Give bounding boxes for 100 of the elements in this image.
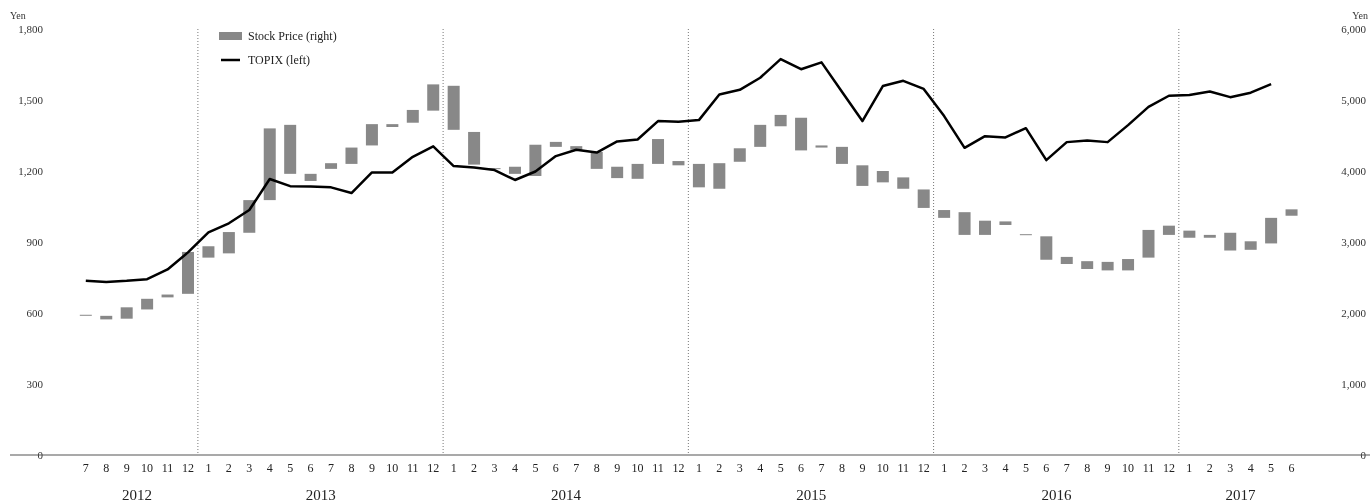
y-tick-label: 1,200	[18, 165, 44, 177]
x-tick-label: 5	[287, 461, 294, 475]
bar	[774, 114, 787, 127]
bar	[856, 165, 869, 186]
y2-tick-label: 6,000	[1341, 23, 1367, 35]
text: 2012	[121, 487, 152, 503]
line-series	[84, 57, 1273, 284]
x-tick-label: 9	[368, 461, 375, 475]
x-tick-label: 12	[672, 461, 685, 475]
bar	[386, 124, 399, 127]
x-tick-label: 6	[307, 461, 314, 475]
bar	[876, 171, 889, 183]
x-tick-label: 4	[757, 461, 764, 475]
bar	[141, 298, 154, 310]
x-tick-label: 10	[141, 461, 154, 475]
bar	[447, 85, 460, 130]
bar	[365, 124, 378, 146]
bar	[672, 161, 685, 166]
y-tick-label: 300	[26, 378, 44, 390]
x-tick-label: 1	[941, 461, 948, 475]
x-tick-label: 4	[1002, 461, 1009, 475]
x-tick-label: 11	[407, 461, 419, 475]
x-tick-label: 6	[1288, 461, 1295, 475]
bar	[1142, 229, 1155, 258]
x-tick-label: 8	[593, 461, 600, 475]
text: 2013	[305, 487, 336, 503]
x-tick-label: 5	[1022, 461, 1029, 475]
bar	[1101, 261, 1114, 271]
bar	[202, 246, 215, 258]
bar	[325, 163, 338, 169]
x-tick-label: 5	[777, 461, 784, 475]
text: 2015	[796, 487, 827, 503]
bar	[713, 163, 726, 189]
x-tick-label: 7	[82, 461, 89, 475]
bar	[304, 173, 317, 181]
bar	[897, 177, 910, 189]
y2-tick-label: 2,000	[1341, 307, 1367, 319]
bar	[958, 212, 971, 235]
x-tick-label: 7	[818, 461, 825, 475]
x-tick-label: 11	[897, 461, 910, 475]
bar	[427, 84, 440, 111]
x-tick-label: 8	[1084, 461, 1091, 475]
bar	[692, 163, 705, 188]
bar	[1265, 217, 1278, 244]
y2-tick-label: 5,000	[1341, 94, 1367, 106]
bar	[590, 151, 603, 169]
y-tick-label: 1,800	[18, 23, 44, 35]
y-tick-label: 1,500	[18, 94, 44, 106]
x-tick-label: 10	[631, 461, 644, 475]
x-tick-label: 8	[348, 461, 355, 475]
bar	[1244, 241, 1257, 250]
bar	[1203, 234, 1216, 238]
x-tick-label: 7	[1063, 461, 1070, 475]
bar	[1081, 261, 1094, 269]
bar	[979, 220, 992, 235]
x-tick-label: 7	[573, 461, 580, 475]
bar	[1040, 236, 1053, 260]
bar	[406, 109, 419, 123]
x-tick-label: 6	[1043, 461, 1050, 475]
bar	[999, 221, 1012, 225]
x-tick-label: 8	[103, 461, 110, 475]
x-tick-label: 4	[1247, 461, 1254, 475]
x-tick-label: 1	[1186, 461, 1193, 475]
x-tick-label: 1	[205, 461, 212, 475]
x-tick-label: 4	[266, 461, 273, 475]
x-tick-label: 10	[386, 461, 399, 475]
bar	[631, 163, 644, 179]
bar	[795, 117, 808, 151]
x-tick-label: 9	[1104, 461, 1111, 475]
bar	[263, 128, 276, 201]
bar	[938, 210, 951, 218]
x-tick-label: 7	[328, 461, 335, 475]
x-tick-label: 11	[652, 461, 664, 475]
x-tick-label: 12	[917, 461, 930, 475]
text: 2016	[1041, 487, 1073, 503]
y2-tick-label: 0	[1360, 449, 1367, 461]
bar	[1122, 259, 1135, 271]
x-tick-label: 12	[427, 461, 440, 475]
bar	[733, 148, 746, 162]
y-tick-label: 600	[26, 307, 44, 319]
x-tick-label: 1	[695, 461, 702, 475]
x-tick-label: 9	[123, 461, 130, 475]
bar	[652, 139, 665, 164]
y2-tick-label: 4,000	[1341, 165, 1367, 177]
y2-tick-label: 3,000	[1341, 236, 1367, 248]
bar	[549, 141, 562, 147]
bar	[1285, 209, 1298, 216]
x-tick-label: 11	[161, 461, 174, 475]
bar	[222, 232, 235, 254]
y-axis-title: Yen	[10, 10, 26, 21]
bar	[815, 145, 828, 148]
x-tick-label: 6	[798, 461, 805, 475]
x-tick-label: 4	[511, 461, 518, 475]
bar	[917, 189, 930, 208]
bar	[1224, 232, 1237, 251]
x-tick-label: 10	[876, 461, 889, 475]
x-tick-label: 11	[1142, 461, 1155, 475]
x-tick-label: 5	[532, 461, 539, 475]
bar	[529, 144, 542, 176]
x-tick-label: 5	[1268, 461, 1275, 475]
